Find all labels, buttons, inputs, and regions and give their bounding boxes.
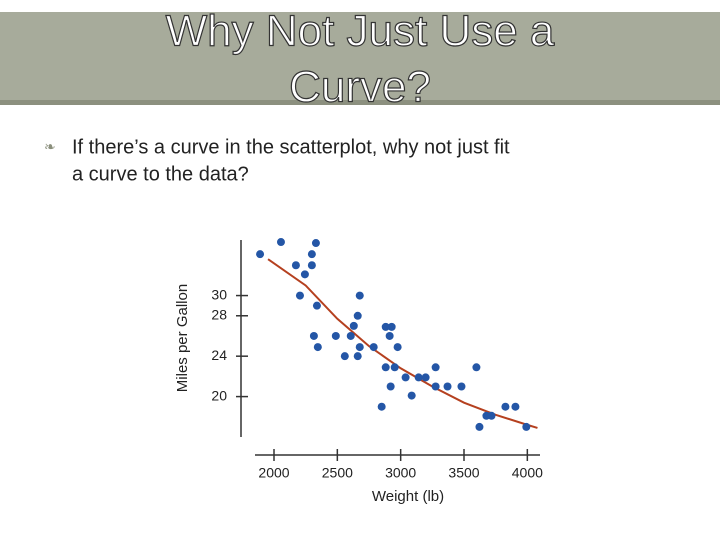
point — [377, 402, 386, 411]
point — [295, 291, 304, 300]
point — [386, 382, 395, 391]
point — [475, 422, 484, 431]
slide-title: Why Not Just Use a — [166, 7, 555, 56]
point — [353, 352, 362, 361]
point — [353, 311, 362, 320]
point — [501, 402, 510, 411]
bullet-text: a curve to the data? — [72, 163, 249, 185]
x-tick-label: 2500 — [322, 465, 353, 481]
point — [421, 373, 430, 382]
slide-title: Curve? — [289, 63, 431, 112]
point — [349, 321, 358, 330]
point — [431, 363, 440, 372]
point — [291, 261, 300, 270]
point — [511, 402, 520, 411]
bullet-text: If there’s a curve in the scatterplot, w… — [72, 136, 510, 158]
bullet-glyph: ❧ — [44, 139, 56, 155]
y-tick-label: 28 — [211, 306, 227, 322]
point — [307, 261, 316, 270]
point — [522, 422, 531, 431]
title-band-edge — [0, 100, 720, 105]
point — [431, 382, 440, 391]
point — [369, 343, 378, 352]
point — [355, 343, 364, 352]
point — [443, 382, 452, 391]
point — [340, 352, 349, 361]
point — [331, 331, 340, 340]
title-band — [0, 12, 720, 104]
point — [381, 322, 390, 331]
x-axis-label: Weight (lb) — [372, 488, 444, 505]
point — [472, 363, 481, 372]
point — [390, 363, 399, 372]
point — [346, 331, 355, 340]
point — [487, 411, 496, 420]
x-tick-label: 2000 — [258, 465, 289, 481]
x-tick-label: 4000 — [512, 465, 543, 481]
x-tick-label: 3500 — [448, 465, 479, 481]
point — [401, 373, 410, 382]
point — [256, 250, 265, 259]
point — [312, 301, 321, 310]
point — [381, 363, 390, 372]
x-tick-label: 3000 — [385, 465, 416, 481]
point — [307, 250, 316, 259]
y-tick-label: 20 — [211, 387, 227, 403]
y-tick-label: 24 — [211, 347, 227, 363]
point — [414, 373, 423, 382]
fit-curve — [267, 258, 538, 429]
point — [407, 391, 416, 400]
point — [393, 343, 402, 352]
point — [300, 270, 309, 279]
point — [313, 343, 322, 352]
y-tick-label: 30 — [211, 286, 227, 302]
y-axis-label: Miles per Gallon — [174, 284, 191, 392]
point — [387, 322, 396, 331]
point — [311, 239, 320, 248]
point — [355, 291, 364, 300]
point — [385, 331, 394, 340]
point — [309, 331, 318, 340]
point — [276, 238, 285, 247]
point — [457, 382, 466, 391]
